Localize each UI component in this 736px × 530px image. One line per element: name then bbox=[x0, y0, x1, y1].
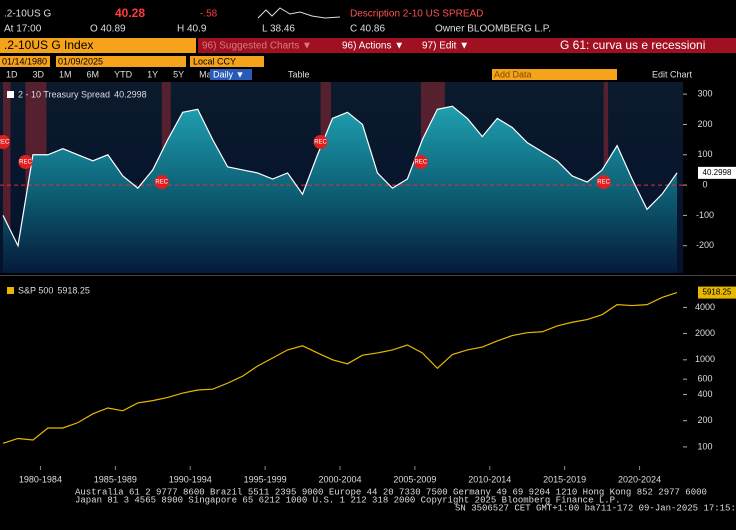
edit[interactable]: 97) Edit ▼ bbox=[422, 41, 469, 52]
legend-value: 5918.25 bbox=[57, 285, 90, 295]
period-tab[interactable]: 1D bbox=[6, 69, 18, 79]
y-tick-label: 100 bbox=[697, 441, 712, 451]
sp500-line bbox=[2, 292, 678, 444]
rec-badge bbox=[313, 135, 328, 149]
y-tick-label: 100 bbox=[697, 149, 712, 159]
rec-badge bbox=[18, 155, 33, 169]
add-data: Add Data bbox=[494, 69, 532, 79]
rec-badge bbox=[154, 175, 169, 189]
period-tab[interactable]: 5Y bbox=[173, 69, 184, 79]
x-tick-label: 2000-2004 bbox=[318, 474, 361, 484]
rec-label: REC bbox=[0, 140, 10, 146]
last-value-box bbox=[698, 166, 736, 179]
suggested[interactable]: 96) Suggested Charts ▼ bbox=[202, 41, 312, 52]
y-tick-label: 1000 bbox=[695, 354, 715, 364]
y-tick-label: 200 bbox=[697, 119, 712, 129]
edit-chart[interactable]: Edit Chart bbox=[652, 69, 693, 79]
y-tick-label: 600 bbox=[697, 374, 712, 384]
sparkline bbox=[257, 7, 341, 19]
freq-box[interactable] bbox=[210, 69, 252, 80]
period-tab[interactable]: 1M bbox=[59, 69, 72, 79]
x-tick-label: 1985-1989 bbox=[94, 474, 137, 484]
ticker: .2-10US G bbox=[4, 9, 51, 20]
high: H 40.9 bbox=[177, 24, 207, 35]
rec-label: REC bbox=[155, 180, 168, 186]
y-tick-label: 400 bbox=[697, 389, 712, 399]
rec-label: REC bbox=[597, 180, 610, 186]
y-tick-label: 4000 bbox=[695, 302, 715, 312]
period-tab[interactable]: 1Y bbox=[147, 69, 158, 79]
start-date: 01/14/1980 bbox=[2, 56, 47, 66]
owner: Owner BLOOMBERG L.P. bbox=[435, 24, 551, 35]
y-tick-label: 0 bbox=[702, 179, 707, 189]
low: L 38.46 bbox=[262, 24, 295, 35]
change: -.58 bbox=[200, 9, 218, 20]
add-data-box[interactable] bbox=[492, 69, 617, 80]
description: Description 2-10 US SPREAD bbox=[350, 9, 483, 20]
y-tick-label: 200 bbox=[697, 415, 712, 425]
ccy-box[interactable] bbox=[190, 56, 264, 67]
legend-swatch bbox=[7, 91, 14, 98]
x-tick-label: 2005-2009 bbox=[393, 474, 436, 484]
bottom-panel bbox=[0, 278, 683, 465]
x-tick-label: 2010-2014 bbox=[468, 474, 511, 484]
rec-badge bbox=[596, 175, 611, 189]
actions[interactable]: 96) Actions ▼ bbox=[342, 41, 404, 52]
security-box[interactable] bbox=[0, 38, 196, 53]
last-value-box bbox=[698, 286, 736, 299]
end-date: 01/09/2025 bbox=[58, 56, 103, 66]
period-tab[interactable]: Max bbox=[199, 69, 217, 79]
y-tick-label: 300 bbox=[697, 89, 712, 99]
rec-badge bbox=[0, 135, 10, 149]
recession bbox=[2, 82, 11, 273]
chart-name: G 61: curva us e recessioni bbox=[560, 38, 705, 52]
last-value: 5918.25 bbox=[703, 288, 732, 297]
x-tick-label: 1995-1999 bbox=[244, 474, 287, 484]
x-tick-label: 1990-1994 bbox=[169, 474, 212, 484]
footer-2: Japan 81 3 4565 8900 Singapore 65 6212 1… bbox=[75, 495, 621, 505]
period-tab[interactable]: 3D bbox=[33, 69, 45, 79]
period-tab[interactable]: 6M bbox=[87, 69, 100, 79]
start-box[interactable] bbox=[0, 56, 50, 67]
spread-area bbox=[2, 106, 678, 273]
security: .2-10US G Index bbox=[4, 38, 93, 52]
legend-swatch bbox=[7, 287, 14, 294]
x-tick-label: 2015-2019 bbox=[543, 474, 586, 484]
spread-line bbox=[2, 105, 678, 248]
period-tabs: 1D 3D 1M 6M YTD 1Y 5Y Max bbox=[6, 69, 217, 79]
footer-3: SN 3506527 CET GMT+1:00 ba711-172 09-Jan… bbox=[455, 503, 736, 513]
y-tick-label: -100 bbox=[696, 210, 714, 220]
end-box[interactable] bbox=[56, 56, 186, 67]
legend-name: 2 - 10 Treasury Spread bbox=[18, 89, 110, 99]
x-tick-label: 1980-1984 bbox=[19, 474, 62, 484]
time: At 17:00 bbox=[4, 24, 42, 35]
rec-label: REC bbox=[19, 160, 32, 166]
table[interactable]: Table bbox=[288, 69, 310, 79]
currency: Local CCY bbox=[193, 56, 236, 66]
period-tab[interactable]: YTD bbox=[114, 69, 133, 79]
open: O 40.89 bbox=[90, 24, 126, 35]
footer-1: Australia 61 2 9777 8600 Brazil 5511 239… bbox=[75, 487, 707, 497]
frequency: Daily ▼ bbox=[213, 69, 244, 79]
rec-label: REC bbox=[415, 160, 428, 166]
close: C 40.86 bbox=[350, 24, 385, 35]
menu-bar bbox=[198, 38, 736, 53]
last-value: 40.2998 bbox=[703, 168, 732, 177]
x-tick-label: 2020-2024 bbox=[618, 474, 661, 484]
last: 40.28 bbox=[115, 6, 145, 20]
y-tick-label: 2000 bbox=[695, 328, 715, 338]
legend-name: S&P 500 bbox=[18, 285, 53, 295]
y-tick-label: -200 bbox=[696, 240, 714, 250]
rec-label: REC bbox=[314, 140, 327, 146]
legend-value: 40.2998 bbox=[114, 89, 147, 99]
rec-badge bbox=[413, 155, 428, 169]
